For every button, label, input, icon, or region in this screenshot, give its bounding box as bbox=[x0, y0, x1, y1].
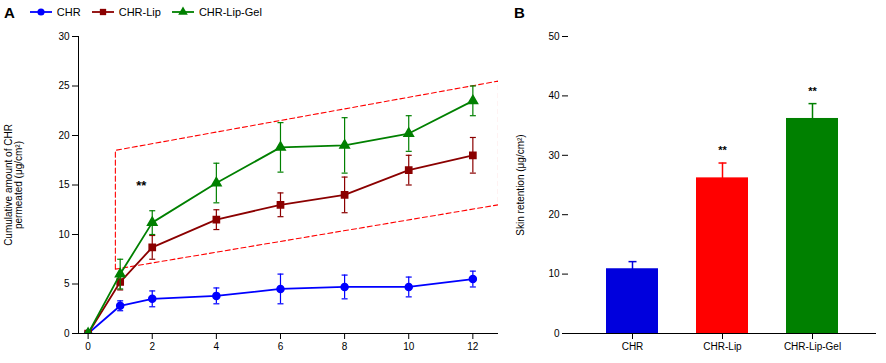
svg-text:**: ** bbox=[718, 144, 727, 156]
svg-text:50: 50 bbox=[548, 31, 560, 42]
html-text:CHR-Lip: CHR-Lip bbox=[118, 6, 161, 18]
svg-text:10: 10 bbox=[58, 229, 70, 240]
svg-text:CHR-Lip-Gel: CHR-Lip-Gel bbox=[784, 341, 841, 352]
svg-text:0: 0 bbox=[85, 341, 91, 352]
html-text:B: B bbox=[514, 3, 525, 21]
svg-text:30: 30 bbox=[548, 150, 560, 161]
svg-text:8: 8 bbox=[342, 341, 348, 352]
svg-text:6: 6 bbox=[278, 341, 284, 352]
svg-text:**: ** bbox=[136, 178, 147, 193]
svg-text:0: 0 bbox=[554, 328, 560, 339]
svg-text:10: 10 bbox=[548, 268, 560, 279]
svg-text:20: 20 bbox=[58, 130, 70, 141]
svg-text:12: 12 bbox=[467, 341, 479, 352]
svg-text:30: 30 bbox=[58, 31, 70, 42]
svg-text:**: ** bbox=[808, 85, 817, 97]
svg-text:10: 10 bbox=[403, 341, 415, 352]
html-text:A: A bbox=[4, 3, 15, 21]
svg-text:0: 0 bbox=[64, 328, 70, 339]
svg-text:Skin retention (μg/cm²): Skin retention (μg/cm²) bbox=[515, 134, 526, 235]
svg-text:40: 40 bbox=[548, 90, 560, 101]
html-text:CHR-Lip-Gel: CHR-Lip-Gel bbox=[198, 6, 262, 18]
svg-text:CHR-Lip: CHR-Lip bbox=[703, 341, 742, 352]
svg-text:25: 25 bbox=[58, 80, 70, 91]
svg-text:2: 2 bbox=[149, 341, 155, 352]
svg-text:Cumulative amount of CHRpermea: Cumulative amount of CHRpermeated (μg/cm… bbox=[3, 124, 24, 246]
html-text:CHR: CHR bbox=[56, 6, 81, 18]
svg-text:CHR: CHR bbox=[622, 341, 644, 352]
svg-text:20: 20 bbox=[548, 209, 560, 220]
svg-text:5: 5 bbox=[64, 278, 70, 289]
svg-text:15: 15 bbox=[58, 179, 70, 190]
svg-text:4: 4 bbox=[214, 341, 220, 352]
